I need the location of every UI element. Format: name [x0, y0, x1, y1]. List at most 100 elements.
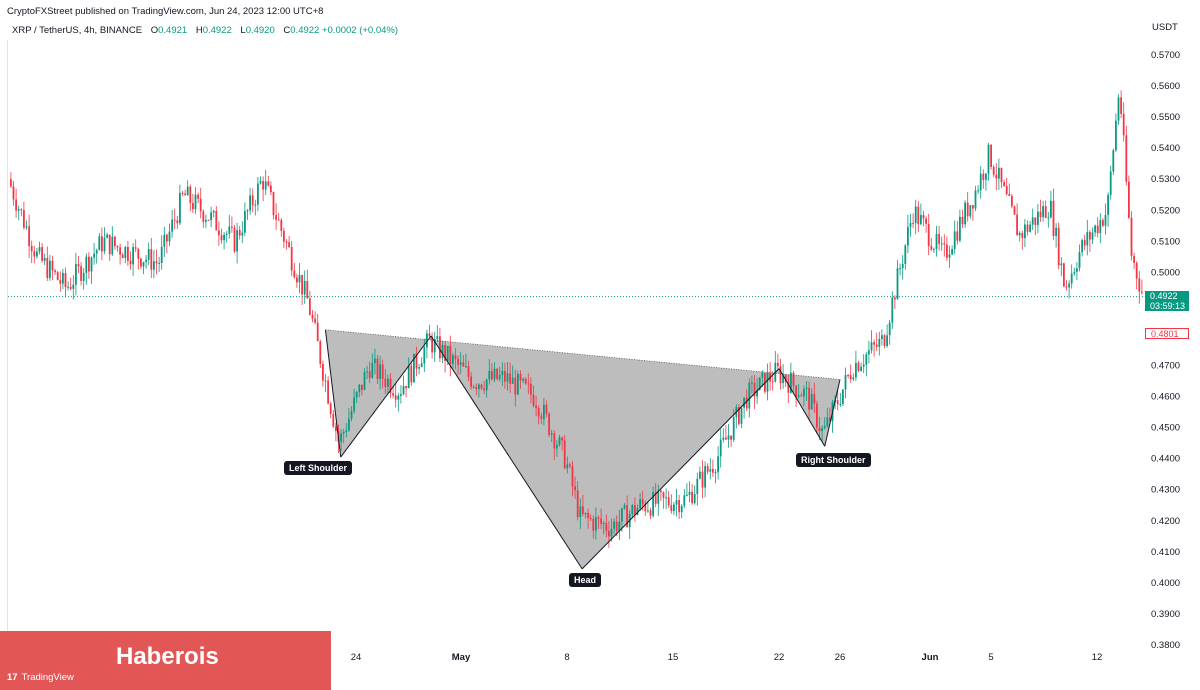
candle-body — [818, 427, 821, 432]
candle — [1076, 262, 1078, 281]
candle — [254, 199, 257, 216]
candle — [813, 382, 816, 413]
candle-body — [1013, 206, 1016, 215]
candle-body — [433, 339, 436, 353]
candle — [335, 422, 337, 442]
candle-body — [1047, 217, 1050, 219]
candle — [236, 222, 238, 264]
candle — [436, 325, 439, 342]
candle-body — [912, 222, 914, 224]
candle-body — [706, 466, 709, 472]
candle — [106, 232, 108, 239]
candle — [67, 281, 69, 291]
candle — [1024, 218, 1026, 248]
candle-body — [792, 372, 795, 386]
candle — [397, 392, 400, 412]
candle-body — [1042, 206, 1044, 218]
pattern-leg — [778, 368, 826, 447]
candle-body — [233, 227, 236, 252]
y-axis[interactable]: 0.5700 0.5600 0.5500 0.5400 0.5300 0.5200 0.51… — [1151, 50, 1180, 651]
candle-body — [657, 490, 660, 504]
candle — [246, 208, 249, 221]
candle — [301, 274, 303, 305]
candle — [875, 332, 878, 352]
candle — [743, 397, 745, 419]
candle-body — [134, 247, 137, 249]
candle-body — [787, 381, 790, 393]
candle-body — [579, 506, 582, 517]
candle — [740, 407, 743, 429]
candle-body — [948, 254, 951, 258]
tradingview-logo[interactable]: 17 TradingView — [7, 672, 74, 683]
candle-countdown: 03:59:13 — [1150, 301, 1186, 311]
candle — [62, 268, 64, 290]
candle — [12, 180, 15, 206]
candle-body — [530, 383, 532, 395]
candle — [842, 389, 844, 407]
candle — [181, 190, 184, 197]
candle — [41, 243, 43, 263]
head-label: Head — [569, 573, 602, 587]
candle-body — [701, 471, 704, 488]
candle — [93, 242, 95, 265]
candle — [449, 335, 452, 377]
candle-body — [535, 405, 537, 408]
candle — [277, 212, 280, 221]
candle-body — [254, 204, 257, 206]
candle-body — [1086, 232, 1089, 246]
candle-body — [654, 492, 657, 504]
candle-body — [896, 268, 899, 300]
candle-body — [756, 390, 758, 397]
candle-body — [917, 206, 920, 225]
candle-body — [257, 183, 259, 205]
candle-body — [865, 354, 868, 365]
candle — [459, 352, 462, 375]
candle — [85, 253, 88, 285]
candle — [862, 354, 865, 374]
candle-body — [618, 521, 621, 531]
candle — [662, 491, 665, 509]
candle-body — [784, 375, 787, 382]
candle — [914, 199, 917, 235]
candle — [990, 144, 992, 170]
candle — [342, 428, 345, 444]
candle — [675, 488, 678, 517]
candle — [82, 268, 85, 290]
candle-body — [842, 389, 844, 404]
candle — [579, 498, 582, 529]
candle-body — [1021, 232, 1024, 239]
candle-body — [186, 186, 189, 196]
candle-body — [1081, 240, 1083, 253]
candle — [56, 270, 59, 281]
candle — [90, 256, 93, 284]
candle-body — [262, 181, 264, 190]
candle — [574, 476, 576, 499]
candle-body — [384, 378, 387, 387]
pattern-leg — [324, 329, 342, 458]
candle — [987, 142, 990, 181]
candle — [345, 422, 348, 438]
candle-body — [381, 364, 384, 379]
candle — [930, 238, 933, 251]
current-price-tag: 0.4922 03:59:13 — [1145, 291, 1189, 311]
candle-body — [332, 413, 335, 427]
candle — [371, 353, 374, 379]
candle — [480, 383, 483, 391]
candle-body — [150, 249, 153, 270]
candle — [943, 234, 946, 257]
candle — [207, 219, 210, 221]
symbol-name[interactable]: XRP / TetherUS, 4h, BINANCE — [12, 25, 143, 36]
candle-body — [363, 372, 366, 390]
candle-body — [231, 226, 233, 228]
candle — [1081, 238, 1083, 257]
candle-body — [878, 338, 881, 347]
candle — [852, 373, 855, 382]
candle — [420, 357, 423, 368]
candle-body — [966, 202, 969, 217]
candle-body — [951, 249, 953, 255]
x-tick-label: 15 — [668, 652, 679, 663]
x-tick-label: 5 — [988, 652, 993, 663]
candle — [491, 363, 493, 382]
candle — [946, 236, 948, 261]
